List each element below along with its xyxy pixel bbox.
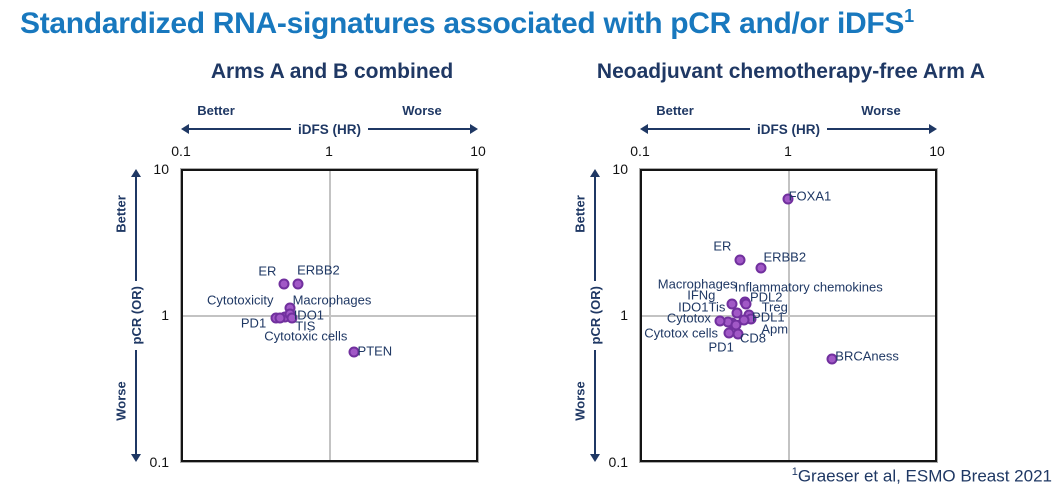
data-point-label-er: ER [258,263,277,279]
y-axis-line [594,349,596,454]
data-point-label-tis: TIS [295,318,316,334]
x-axis-arrow: iDFS (HR) [181,121,478,137]
arrow-up-icon [131,169,141,177]
data-point-tis [286,312,298,324]
y-axis-line [135,177,137,282]
y-axis-line [594,177,596,282]
panel-title: Neoadjuvant chemotherapy-free Arm A [596,60,986,83]
x-axis-worse-label: Worse [402,103,442,118]
gridline-horizontal [642,314,935,317]
page-title-text: Standardized RNA-signatures associated w… [20,7,905,40]
data-point-label-cytotoxic-cells: Cytotoxic cells [264,328,348,344]
data-point-er [734,254,746,266]
y-tick-10: 10 [612,161,628,177]
data-point-foxa1 [782,193,794,205]
x-axis-better-label: Better [656,103,694,118]
y-axis-title: pCR (OR) [128,286,144,345]
x-tick-1: 1 [325,143,333,159]
data-point-label-erbb2: ERBB2 [297,262,340,278]
data-point-label-pten: PTEN [357,343,393,359]
footnote-text: Graeser et al, ESMO Breast 2021 [797,466,1052,486]
y-tick-10: 10 [153,161,169,177]
scatter-plot-arms-a-and-b: ER ERBB2 Cytotoxicity Macrophages IDO1 PD1 TIS… [181,169,478,462]
arrow-left-icon [640,124,648,134]
data-point-label-pdl2: PDL2 [749,289,783,305]
arrow-left-icon [181,124,189,134]
y-axis-line [135,349,137,454]
y-axis-worse-label: Worse [572,381,588,421]
y-axis-better-label: Better [572,195,588,233]
data-point-pdl2 [740,298,752,310]
panel-title: Arms A and B combined [210,60,454,83]
data-point-label-pdl1: PDL1 [752,309,785,325]
x-axis-line [827,128,929,130]
data-point-label-ido1: IDO1 [293,307,325,322]
page-title: Standardized RNA-signatures associated w… [20,6,914,41]
scatter-plot-arm-a: FOXA1 ER ERBB2 Macrophages IFNg Inflammatory … [640,169,937,462]
data-point-label-macrophages: Macrophages [292,292,372,308]
data-point-ifng [726,298,738,310]
data-point-label-treg: Treg [761,299,788,315]
x-tick-0.1: 0.1 [630,143,650,159]
data-point-label-cytotox-cells: Cytotox cells [644,325,718,341]
data-point-label-ifng: IFNg [687,287,716,303]
y-axis-worse-label: Worse [113,381,129,421]
y-tick-0.1: 0.1 [149,454,169,470]
y-tick-1: 1 [620,307,628,323]
x-axis-better-label: Better [197,103,235,118]
data-point-label-er: ER [713,238,732,254]
x-tick-0.1: 0.1 [171,143,191,159]
data-point-label-brcaness: BRCAness [835,348,899,364]
data-point-label-pd1: PD1 [708,339,734,355]
panel-arm-a: Neoadjuvant chemotherapy-free Arm A Bett… [559,58,999,478]
arrow-down-icon [131,454,141,462]
page-title-superscript: 1 [904,6,914,26]
data-point-pd1 [730,319,742,331]
panel-arms-a-and-b: Arms A and B combined Better Worse iDFS … [100,58,540,478]
data-point-pten [348,346,360,358]
arrow-up-icon [590,169,600,177]
y-tick-0.1: 0.1 [608,454,628,470]
y-tick-1: 1 [161,307,169,323]
data-point-er [278,278,290,290]
x-axis-line [368,128,470,130]
footnote-superscript: 1 [791,466,798,478]
data-point-brcaness [826,353,838,365]
y-axis-arrow: pCR (OR) [587,169,603,462]
x-axis-title: iDFS (HR) [757,121,820,137]
gridline-horizontal [183,314,476,317]
data-point-label-apm: Apm [761,321,789,337]
data-point-erbb2 [292,278,304,290]
data-point-erbb2 [755,262,767,274]
data-point-label-cd8: CD8 [739,330,766,346]
y-axis-better-label: Better [113,195,129,233]
x-axis-arrow: iDFS (HR) [640,121,937,137]
data-point-cytotox [714,315,726,327]
data-point-label-inflammatory-chemokines: Inflammatory chemokines [734,279,883,295]
x-axis-worse-label: Worse [861,103,901,118]
data-point-label-pd1: PD1 [240,315,267,331]
x-tick-10: 10 [470,143,486,159]
arrow-right-icon [929,124,937,134]
x-axis-line [648,128,750,130]
data-point-label-cytotox: Cytotox [666,310,711,326]
data-point-macrophages [731,307,743,319]
data-point-label-macrophages: Macrophages [657,276,737,292]
x-tick-1: 1 [784,143,792,159]
data-point-cytotoxic-cells [274,312,286,324]
data-point-label-ido1: IDO1 [678,299,709,315]
y-axis-arrow: pCR (OR) [128,169,144,462]
data-point-label-cytotoxicity: Cytotoxicity [207,292,274,308]
y-axis-title: pCR (OR) [587,286,603,345]
data-point-label-tis: Tis [708,299,726,315]
arrow-down-icon [590,454,600,462]
arrow-right-icon [470,124,478,134]
footnote: 1Graeser et al, ESMO Breast 2021 [792,466,1052,487]
x-axis-title: iDFS (HR) [298,121,361,137]
x-axis-line [189,128,291,130]
data-point-label-foxa1: FOXA1 [788,188,832,204]
data-point-label-erbb2: ERBB2 [763,249,807,265]
x-tick-10: 10 [929,143,945,159]
